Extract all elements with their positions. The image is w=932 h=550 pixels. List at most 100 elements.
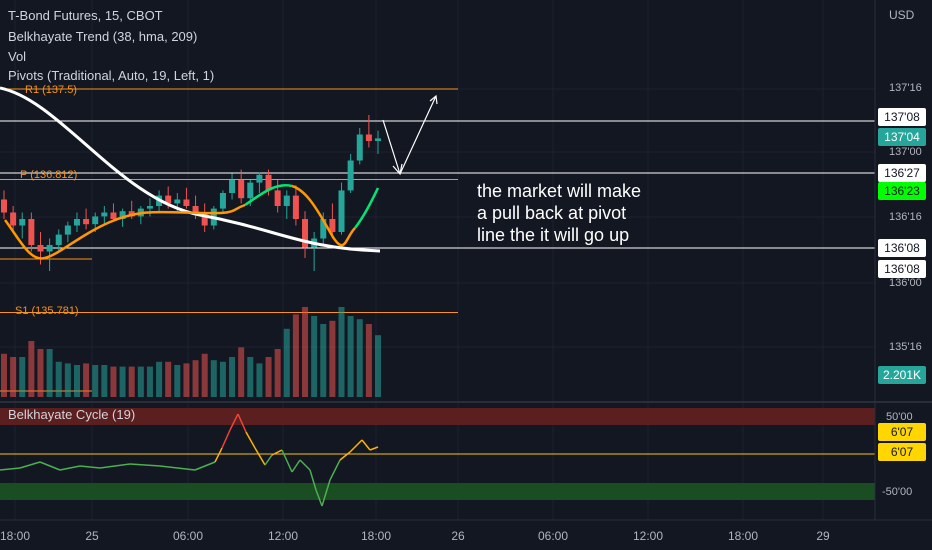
cycle-segment [329, 459, 341, 481]
candle-body [219, 193, 226, 209]
time-label: 12:00 [268, 529, 298, 543]
volume-bar [165, 361, 172, 397]
cycle-segment [264, 454, 273, 466]
candle-body [265, 174, 272, 191]
candle-body [329, 219, 336, 232]
cycle-segment [254, 447, 266, 466]
volume-bar [329, 320, 336, 397]
time-label: 18:00 [361, 529, 391, 543]
volume-bar [347, 316, 354, 397]
volume-bars [1, 307, 381, 397]
cycle-segment [39, 461, 61, 471]
candle-body [238, 180, 245, 199]
cycle-segment [245, 431, 256, 449]
volume-bar [183, 363, 190, 397]
volume-tag: 2.201K [878, 366, 926, 384]
trend-lines [0, 86, 381, 260]
cycle-segment [291, 459, 301, 473]
candle-body [110, 212, 117, 219]
time-label: 18:00 [0, 529, 30, 543]
cycle-segment [221, 429, 231, 449]
trend-short-up [244, 184, 293, 207]
volume-bar [229, 357, 236, 397]
cycle-segment [271, 449, 283, 456]
cycle-segment [339, 451, 351, 461]
cycle-axis-top: 50'00 [886, 411, 913, 423]
indicator-vol-legend[interactable]: Vol [8, 49, 27, 64]
volume-bar [320, 324, 327, 397]
pivot-s1-label: S1 (135.781) [15, 305, 79, 317]
candle-body [92, 216, 99, 225]
price-tick: 137'00 [889, 146, 922, 158]
annotation-line: the market will make [477, 181, 642, 201]
annotation-note[interactable]: the market will make a pull back at pivo… [477, 180, 641, 246]
volume-bar [19, 357, 26, 397]
price-axis[interactable]: 137'16 137'00 136'16 136'00 135'16 [889, 82, 922, 353]
cycle-segment [281, 449, 293, 473]
indicator-trend-legend[interactable]: Belkhayate Trend (38, hma, 209) [8, 29, 198, 44]
symbol-title[interactable]: T-Bond Futures, 15, CBOT [8, 8, 163, 23]
candle-body [1, 199, 7, 213]
cycle-segment [0, 467, 21, 471]
pivot-line-price-tag: 136'27 [878, 164, 926, 182]
cycle-oversold-band [0, 483, 875, 500]
cycle-segment [369, 446, 379, 451]
cycle-axis-bottom: -50'00 [882, 486, 912, 498]
volume-bar [283, 328, 290, 397]
candle-body [10, 212, 17, 226]
pivot-r1-label: R1 (137.5) [25, 84, 77, 96]
candle-body [183, 199, 190, 206]
candle-body [101, 212, 108, 217]
volume-bar [64, 363, 71, 397]
annotation-line: a pull back at pivot [477, 203, 627, 223]
candle-body [365, 134, 372, 141]
candle-body [256, 174, 263, 183]
candle-body [201, 212, 208, 226]
horizontal-lines [0, 88, 875, 392]
cycle-segment [349, 439, 363, 453]
volume-bar [238, 347, 245, 397]
volume-bar [274, 349, 281, 397]
cycle-overbought-band [0, 408, 875, 425]
volume-bar [73, 365, 80, 397]
candle-body [283, 195, 290, 206]
time-label: 06:00 [538, 529, 568, 543]
candle-body [356, 134, 363, 161]
cycle-segment [99, 463, 131, 469]
candle-body [119, 211, 126, 219]
pivot-p-label: P (136.812) [20, 169, 77, 181]
candle-body [192, 206, 199, 213]
volume-bar [146, 366, 153, 397]
candle-body [375, 138, 381, 141]
cycle-segment [214, 447, 223, 463]
volume-bar [92, 365, 99, 397]
volume-bar [219, 361, 226, 397]
volume-bar [119, 366, 126, 397]
candle-body [229, 180, 236, 193]
candle-body [73, 219, 80, 226]
volume-bar [247, 357, 254, 397]
cycle-segment [309, 469, 317, 491]
volume-bar [365, 324, 372, 397]
volume-bar [10, 357, 17, 397]
candle-body [19, 219, 26, 226]
candle-body [247, 182, 254, 199]
annotation-line: line the it will go up [477, 225, 630, 245]
time-label: 18:00 [728, 529, 758, 543]
time-label: 29 [816, 529, 830, 543]
cycle-segment [19, 461, 41, 469]
lower-line-price-tag-2: 136'08 [878, 260, 926, 278]
price-tick: 136'16 [889, 211, 922, 223]
indicator-pivots-legend[interactable]: Pivots (Traditional, Auto, 19, Left, 1) [8, 68, 215, 83]
candle-body [302, 219, 309, 248]
time-axis[interactable]: 18:00 25 06:00 12:00 18:00 26 06:00 12:0… [0, 529, 830, 543]
time-label: 26 [451, 529, 465, 543]
volume-bar [201, 353, 208, 397]
price-tick: 135'16 [889, 341, 922, 353]
price-tick: 137'16 [889, 82, 922, 94]
candle-body [320, 219, 327, 239]
time-label: 12:00 [633, 529, 663, 543]
volume-bar [292, 314, 299, 397]
volume-bar [302, 307, 309, 397]
